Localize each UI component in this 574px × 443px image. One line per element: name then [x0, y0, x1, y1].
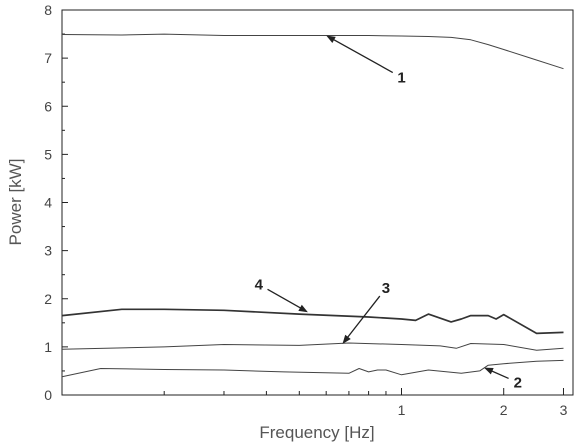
y-axis: 0 1 2 3 4 5 6 7 8 [44, 2, 68, 403]
annotation-arrowhead-3 [342, 334, 351, 344]
annotation-label-2: 2 [514, 374, 522, 391]
x-axis-title: Frequency [Hz] [259, 423, 374, 442]
plot-frame [61, 9, 574, 396]
annotation-arrowhead-1 [326, 35, 336, 43]
x-tick-label-2: 3 [560, 402, 568, 418]
y-tick-label-2: 2 [44, 291, 52, 307]
series-line-1 [61, 33, 564, 70]
x-axis: 1 2 3 [163, 388, 568, 418]
x-tick-label-0: 1 [398, 402, 406, 418]
x-tick-label-1: 2 [500, 402, 508, 418]
y-tick-label-1: 1 [44, 339, 52, 355]
series-line-4 [61, 308, 564, 335]
annotation-arrowhead-2 [484, 367, 494, 375]
annotation-arrow-1 [327, 35, 394, 74]
y-tick-label-0: 0 [44, 387, 52, 403]
annotation-label-3: 3 [382, 280, 390, 297]
y-axis-title: Power [kW] [6, 159, 25, 246]
series-layer [61, 33, 564, 378]
annotation-arrow-4 [267, 288, 307, 312]
annotation-label-1: 1 [397, 69, 405, 86]
series-line-3 [61, 342, 564, 351]
annotation-arrowhead-4 [298, 304, 308, 313]
y-tick-label-6: 6 [44, 98, 52, 114]
annotation-layer: 1 2 3 4 [255, 35, 522, 391]
series-line-2 [61, 359, 564, 378]
annotation-arrow-3 [343, 295, 381, 343]
y-tick-label-4: 4 [44, 195, 52, 211]
annotation-label-4: 4 [255, 276, 264, 293]
y-tick-label-7: 7 [44, 50, 52, 66]
y-tick-label-8: 8 [44, 2, 52, 18]
y-tick-label-3: 3 [44, 243, 52, 259]
y-tick-label-5: 5 [44, 146, 52, 162]
